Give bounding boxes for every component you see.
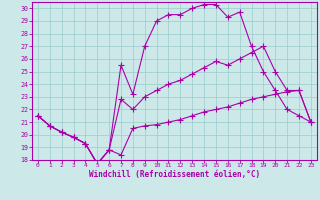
X-axis label: Windchill (Refroidissement éolien,°C): Windchill (Refroidissement éolien,°C) xyxy=(89,170,260,179)
